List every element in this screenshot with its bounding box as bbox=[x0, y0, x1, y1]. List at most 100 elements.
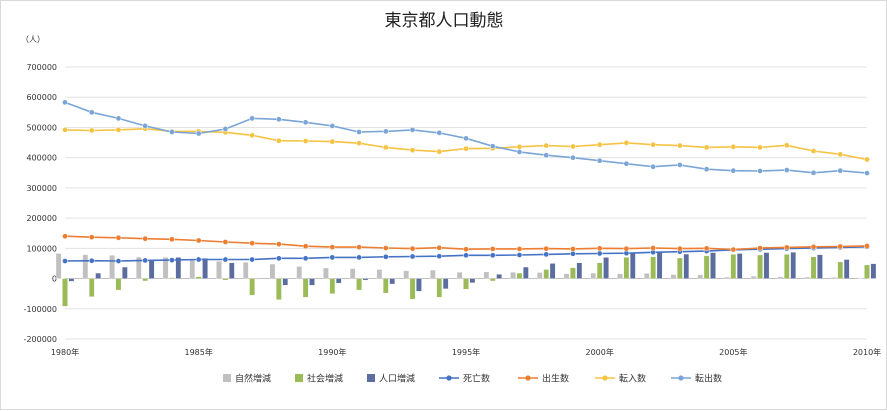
series-point bbox=[623, 160, 630, 167]
series-point bbox=[249, 115, 255, 122]
bar-1 bbox=[329, 278, 336, 294]
bar-0 bbox=[857, 277, 864, 279]
series-point bbox=[730, 167, 737, 174]
series-point bbox=[249, 256, 255, 263]
bar-1 bbox=[864, 264, 870, 279]
series-point bbox=[783, 167, 790, 173]
legend-label: 転入数 bbox=[619, 373, 646, 385]
bar-0 bbox=[136, 256, 142, 279]
series-point bbox=[62, 233, 68, 240]
bar-2 bbox=[710, 252, 716, 279]
bar-2 bbox=[683, 253, 690, 279]
series-point bbox=[115, 127, 122, 133]
series-point bbox=[570, 250, 576, 257]
series-point bbox=[222, 239, 229, 245]
legend-label: 転出数 bbox=[695, 373, 722, 385]
bar-2 bbox=[309, 278, 315, 286]
y-tick-label: -100000 bbox=[24, 305, 57, 314]
bar-2 bbox=[523, 266, 529, 279]
series-point bbox=[302, 243, 309, 250]
series-point bbox=[703, 245, 710, 252]
x-tick-label: 1995年 bbox=[452, 347, 480, 357]
bar-2 bbox=[843, 259, 850, 279]
series-point bbox=[489, 143, 496, 150]
series-point bbox=[436, 130, 443, 136]
series-point bbox=[62, 127, 68, 133]
series-point bbox=[409, 147, 416, 153]
y-tick-label: 400000 bbox=[26, 154, 57, 163]
legend-marker bbox=[678, 375, 684, 381]
series-point bbox=[329, 254, 336, 261]
series-point bbox=[195, 237, 202, 244]
bar-1 bbox=[142, 278, 148, 282]
series-point bbox=[543, 152, 550, 159]
bar-1 bbox=[596, 262, 603, 279]
bar-2 bbox=[496, 274, 502, 279]
bar-0 bbox=[296, 266, 302, 279]
bar-2 bbox=[122, 266, 128, 279]
bar-0 bbox=[376, 269, 383, 279]
series-point bbox=[650, 245, 656, 251]
series-point bbox=[837, 167, 844, 174]
series-point bbox=[249, 132, 255, 139]
bar-2 bbox=[603, 257, 609, 279]
bar-0 bbox=[55, 253, 62, 279]
series-point bbox=[302, 138, 309, 144]
line-series bbox=[62, 99, 870, 264]
bar-0 bbox=[323, 267, 329, 279]
series-point bbox=[783, 142, 790, 149]
bar-1 bbox=[383, 278, 389, 294]
x-tick-label: 1990年 bbox=[318, 347, 346, 357]
y-tick-label: 0 bbox=[52, 275, 57, 284]
series-point bbox=[516, 252, 523, 258]
series-point bbox=[409, 245, 416, 252]
series-point bbox=[329, 138, 336, 145]
series-point bbox=[650, 141, 656, 148]
bar-1 bbox=[516, 272, 523, 279]
legend-label: 死亡数 bbox=[463, 373, 490, 385]
series-point bbox=[596, 141, 603, 148]
series-point bbox=[730, 143, 737, 150]
series-point bbox=[489, 252, 496, 259]
x-tick-label: 1985年 bbox=[184, 347, 212, 357]
series-point bbox=[142, 235, 149, 242]
series-point bbox=[329, 123, 336, 129]
bar-0 bbox=[216, 261, 222, 279]
bar-0 bbox=[269, 263, 276, 279]
series-point bbox=[115, 234, 122, 241]
x-tick-label: 2000年 bbox=[585, 347, 613, 357]
bar-2 bbox=[335, 278, 342, 284]
bar-0 bbox=[403, 270, 409, 279]
series-point bbox=[142, 257, 149, 264]
bar-2 bbox=[656, 252, 663, 279]
bar-1 bbox=[88, 278, 95, 297]
bar-0 bbox=[82, 254, 89, 279]
bar-1 bbox=[195, 276, 202, 279]
series-point bbox=[169, 257, 175, 263]
series-point bbox=[677, 142, 683, 149]
bar-2 bbox=[549, 263, 556, 279]
bar-series bbox=[55, 252, 877, 307]
series-point bbox=[650, 163, 656, 170]
bar-1 bbox=[356, 278, 362, 291]
legend-label: 人口増減 bbox=[379, 373, 415, 385]
series-point bbox=[757, 144, 763, 151]
bar-2 bbox=[630, 253, 636, 279]
bar-1 bbox=[543, 269, 549, 279]
series-point bbox=[730, 246, 737, 253]
legend: 自然増減 社会増減 人口増減 死亡数 出生数 転入数 転出数 bbox=[223, 373, 722, 385]
bar-0 bbox=[109, 255, 115, 279]
bar-2 bbox=[255, 278, 262, 280]
series-point bbox=[356, 129, 362, 135]
bar-2 bbox=[362, 278, 369, 281]
bar-1 bbox=[409, 278, 416, 300]
bar-2 bbox=[68, 278, 75, 282]
bar-2 bbox=[763, 252, 770, 279]
series-point bbox=[623, 140, 630, 146]
series-point bbox=[864, 170, 870, 176]
series-point bbox=[436, 244, 443, 251]
series-point bbox=[596, 250, 603, 257]
series-point bbox=[276, 241, 282, 247]
series-point bbox=[169, 129, 175, 135]
